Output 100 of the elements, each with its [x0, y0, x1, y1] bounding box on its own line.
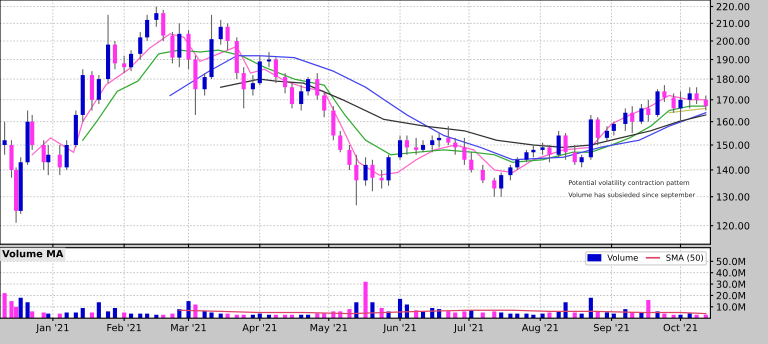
candlestick [128, 50, 134, 72]
bar [18, 298, 23, 318]
candlestick [678, 90, 683, 122]
bar [588, 298, 593, 318]
candlestick [145, 14, 150, 42]
candlestick [290, 82, 294, 109]
bar [80, 308, 85, 318]
bar [9, 301, 14, 318]
y-tick-label: 220.00 [716, 2, 750, 10]
candlestick [274, 57, 278, 84]
bar [138, 314, 142, 318]
candlestick [563, 132, 568, 160]
candlestick [704, 94, 708, 112]
bar [258, 314, 262, 318]
candlestick [446, 126, 450, 146]
y-tick-label: 10.0M [717, 303, 746, 311]
y-tick-label: 130.00 [717, 193, 750, 201]
candlestick [380, 169, 384, 190]
candlestick [42, 140, 46, 171]
y-tick-label: 180.00 [717, 76, 750, 83]
x-tick-label: Aug '21 [522, 324, 558, 334]
candlestick [572, 144, 577, 166]
bar [2, 293, 7, 318]
candlestick [524, 149, 529, 163]
bar [492, 311, 496, 318]
candlestick [630, 106, 634, 134]
x-tick-label: Jul '21 [454, 324, 484, 334]
y-tick-label: 200.00 [716, 37, 750, 45]
y-tick-label: 150.00 [717, 141, 750, 149]
candlestick [414, 137, 418, 156]
candlestick [112, 40, 118, 70]
candlestick [96, 74, 101, 105]
candlestick [226, 22, 230, 51]
candlestick [515, 156, 520, 171]
x-tick-label: Jan '21 [36, 324, 69, 334]
candlestick [338, 130, 342, 153]
candlestick [453, 137, 458, 156]
chart-title: Volume MA [2, 250, 64, 258]
x-tick-label: Mar '21 [171, 324, 206, 332]
y-tick-label: 210.00 [716, 20, 750, 28]
candlestick [462, 137, 466, 166]
y-tick-label: 170.00 [717, 96, 750, 104]
y-tick-label: 50.0M [716, 258, 746, 266]
bar [453, 312, 458, 318]
candlestick [46, 144, 50, 176]
candlestick [688, 86, 692, 109]
candlestick [370, 159, 375, 192]
candlestick [30, 114, 34, 150]
candlestick [250, 74, 255, 96]
candlestick [639, 103, 644, 124]
x-tick-label: Jun '21 [382, 324, 416, 334]
candlestick [354, 154, 358, 206]
candlestick [347, 144, 352, 171]
y-tick-label: 160.00 [717, 118, 750, 126]
bar [315, 314, 320, 318]
bar [58, 314, 62, 318]
x-tick-label: Sep '21 [594, 324, 629, 334]
candlestick [662, 84, 666, 102]
bar [26, 302, 30, 318]
bar [30, 311, 34, 318]
candlestick [508, 164, 512, 181]
candlestick [242, 66, 246, 109]
x-tick-label: Apr '21 [242, 324, 276, 334]
candlestick [322, 90, 326, 118]
x-tick-label: Oct '21 [664, 324, 698, 332]
candlestick [154, 6, 158, 28]
y-tick-label: 190.00 [717, 56, 750, 64]
candlestick [218, 19, 223, 46]
y-tick-label: 40.0M [716, 269, 746, 277]
candlestick [315, 72, 320, 100]
candlestick [540, 142, 545, 156]
candlestick [404, 134, 409, 156]
candlestick [299, 84, 304, 112]
candlestick [580, 154, 584, 168]
candlestick [596, 116, 600, 146]
candlestick [430, 134, 434, 153]
x-tick-label: May '21 [310, 324, 347, 334]
candlestick [177, 22, 182, 68]
bar [446, 311, 450, 318]
candlestick [64, 140, 69, 171]
candlestick [469, 152, 474, 174]
candlestick [2, 121, 7, 156]
candlestick [604, 126, 610, 141]
candlestick [420, 140, 426, 153]
candlestick [694, 86, 699, 105]
legend-label: SMA (50) [666, 254, 704, 262]
line-series [32, 33, 706, 176]
candlestick [258, 55, 262, 86]
bar [96, 302, 101, 318]
candlestick [556, 130, 561, 158]
candlestick [202, 72, 207, 96]
y-tick-label: 20.0M [716, 292, 746, 300]
bar [480, 312, 485, 318]
candlestick [398, 134, 402, 160]
bar [218, 314, 223, 318]
y-tick-label: 120.00 [717, 222, 750, 230]
candlestick [138, 31, 142, 60]
candlestick [531, 144, 536, 158]
candlestick [266, 51, 272, 68]
line-series [170, 55, 706, 160]
